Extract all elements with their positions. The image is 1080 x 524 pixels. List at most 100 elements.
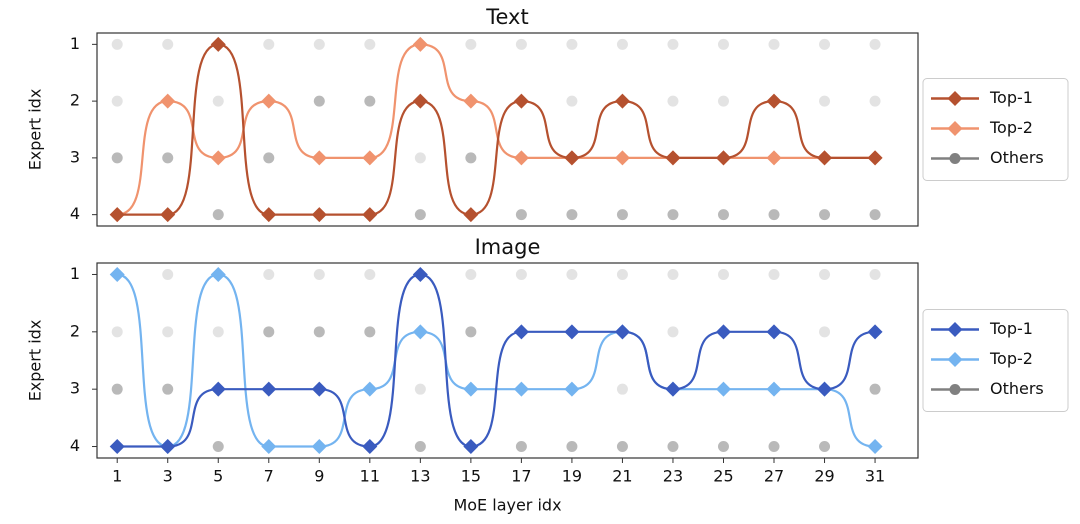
legend-label: Top-2 <box>989 118 1033 137</box>
other-point <box>111 326 123 338</box>
other-point <box>162 268 174 280</box>
other-point <box>819 326 831 338</box>
other-point <box>717 441 729 453</box>
other-point <box>768 441 780 453</box>
other-point <box>667 268 679 280</box>
x-tick-label: 5 <box>213 467 223 486</box>
other-point <box>465 268 477 280</box>
other-point <box>465 38 477 50</box>
series-marker <box>210 150 226 166</box>
other-point <box>111 95 123 107</box>
other-point <box>819 38 831 50</box>
x-tick-label: 1 <box>112 467 122 486</box>
other-point <box>717 95 729 107</box>
series-marker <box>362 150 378 166</box>
x-tick-label: 17 <box>511 467 531 486</box>
other-point <box>212 95 224 107</box>
series-marker <box>412 324 428 340</box>
other-point <box>616 38 628 50</box>
series-marker <box>311 439 327 455</box>
other-point <box>263 38 275 50</box>
series-marker <box>109 207 125 223</box>
legend-label: Top-1 <box>989 319 1033 338</box>
other-point <box>616 441 628 453</box>
series-line <box>117 273 876 448</box>
other-point <box>566 209 578 221</box>
series-marker <box>665 381 681 397</box>
other-point <box>717 38 729 50</box>
other-point <box>566 268 578 280</box>
other-point <box>515 209 527 221</box>
other-point <box>717 209 729 221</box>
legend-marker <box>947 121 963 136</box>
series-marker <box>513 150 529 166</box>
other-point <box>819 95 831 107</box>
other-point <box>414 441 426 453</box>
x-axis-label: MoE layer idx <box>453 496 561 515</box>
legend-marker <box>949 153 961 164</box>
other-point <box>111 383 123 395</box>
legend-box <box>922 309 1069 412</box>
other-point <box>313 268 325 280</box>
x-tick-label: 7 <box>264 467 274 486</box>
x-tick-label: 25 <box>713 467 733 486</box>
other-point <box>364 268 376 280</box>
series-marker <box>867 150 883 166</box>
series-marker <box>564 150 580 166</box>
legend-marker <box>949 384 961 395</box>
series-marker <box>766 150 782 166</box>
series-marker <box>261 207 277 223</box>
x-tick-label: 31 <box>865 467 885 486</box>
series-marker <box>867 324 883 340</box>
series-marker <box>564 324 580 340</box>
plot-frame <box>96 262 919 459</box>
legend-marker <box>947 91 963 106</box>
series-marker <box>412 266 428 282</box>
series-marker <box>614 150 630 166</box>
series-marker <box>766 93 782 109</box>
other-point <box>414 383 426 395</box>
legend-box <box>922 78 1069 181</box>
other-point <box>111 38 123 50</box>
legend-label: Top-1 <box>989 88 1033 107</box>
series-marker <box>614 93 630 109</box>
series-marker <box>564 381 580 397</box>
y-tick-label: 3 <box>70 147 80 166</box>
series-marker <box>261 439 277 455</box>
series-marker <box>362 381 378 397</box>
other-point <box>819 209 831 221</box>
other-point <box>819 268 831 280</box>
series-line <box>117 273 876 448</box>
legend-label: Others <box>990 148 1044 167</box>
series-marker <box>513 324 529 340</box>
other-point <box>515 441 527 453</box>
other-point <box>162 152 174 164</box>
series-line <box>117 43 876 216</box>
other-point <box>313 326 325 338</box>
series-marker <box>210 36 226 52</box>
other-point <box>869 38 881 50</box>
series-marker <box>362 207 378 223</box>
other-point <box>111 152 123 164</box>
other-point <box>263 326 275 338</box>
legend-label: Top-2 <box>989 349 1033 368</box>
x-tick-label: 29 <box>814 467 834 486</box>
x-tick-label: 11 <box>360 467 380 486</box>
x-tick-label: 3 <box>163 467 173 486</box>
plot-frame <box>96 32 919 227</box>
y-axis-label: Expert idx <box>26 89 45 171</box>
other-point <box>667 441 679 453</box>
other-point <box>616 268 628 280</box>
series-marker <box>513 93 529 109</box>
series-marker <box>109 266 125 282</box>
x-tick-label: 19 <box>562 467 582 486</box>
other-point <box>667 326 679 338</box>
series-marker <box>463 381 479 397</box>
legend-label: Others <box>990 379 1044 398</box>
series-marker <box>160 93 176 109</box>
other-point <box>819 441 831 453</box>
series-marker <box>412 93 428 109</box>
x-tick-label: 21 <box>612 467 632 486</box>
series-marker <box>715 150 731 166</box>
